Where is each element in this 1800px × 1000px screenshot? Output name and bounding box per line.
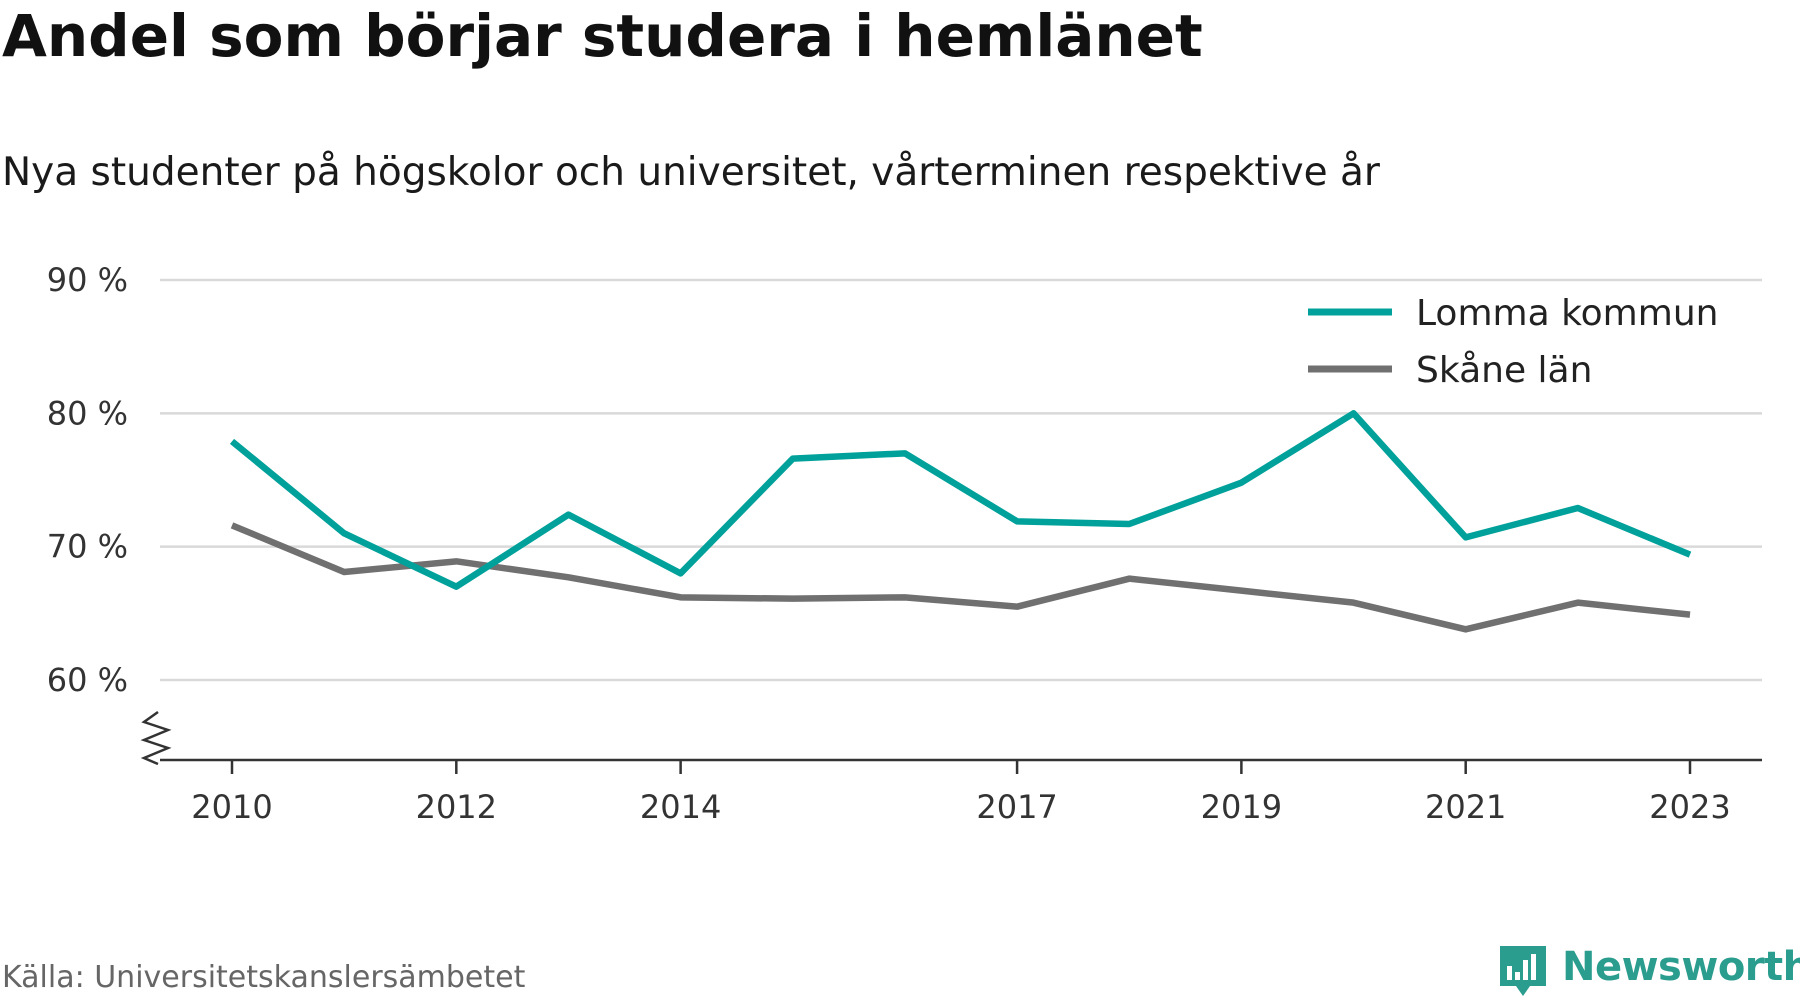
y-axis-tick-labels: 60 % 70 % 80 % 90 % xyxy=(47,261,128,699)
bar-chart-bubble-icon xyxy=(1500,946,1546,996)
x-tick-label: 2019 xyxy=(1201,788,1282,826)
x-axis xyxy=(140,710,1762,774)
chart-subtitle: Nya studenter på högskolor och universit… xyxy=(2,150,1380,195)
legend-background xyxy=(1298,282,1734,398)
x-tick-label: 2010 xyxy=(191,788,272,826)
grid-lines xyxy=(160,278,1762,682)
series-lines xyxy=(229,410,1692,633)
source-note: Källa: Universitetskanslersämbetet xyxy=(2,960,526,995)
legend-label: Lomma kommun xyxy=(1416,293,1718,334)
y-tick-label: 60 % xyxy=(47,661,128,699)
x-tick-label: 2023 xyxy=(1649,788,1730,826)
newsworthy-logo: Newsworthy xyxy=(1494,942,1800,1000)
axis-break-mark xyxy=(140,710,172,766)
line-chart: 60 % 70 % 80 % 90 % 2010 2012 2014 2017 2019 202… xyxy=(47,261,1762,826)
series-line xyxy=(229,410,1692,590)
x-tick-label: 2017 xyxy=(976,788,1057,826)
series-line xyxy=(230,522,1691,633)
x-tick-label: 2021 xyxy=(1425,788,1506,826)
x-axis-tick-labels: 2010 2012 2014 2017 2019 2021 2023 xyxy=(191,788,1730,826)
x-tick-label: 2012 xyxy=(416,788,497,826)
chart-title: Andel som börjar studera i hemlänet xyxy=(2,2,1203,70)
y-tick-label: 90 % xyxy=(47,261,128,299)
brand-name: Newsworthy xyxy=(1562,944,1800,990)
legend: Lomma kommun Skåne län xyxy=(1298,282,1734,398)
y-tick-label: 70 % xyxy=(47,528,128,566)
y-tick-label: 80 % xyxy=(47,394,128,432)
legend-label: Skåne län xyxy=(1416,350,1592,391)
x-tick-label: 2014 xyxy=(640,788,721,826)
